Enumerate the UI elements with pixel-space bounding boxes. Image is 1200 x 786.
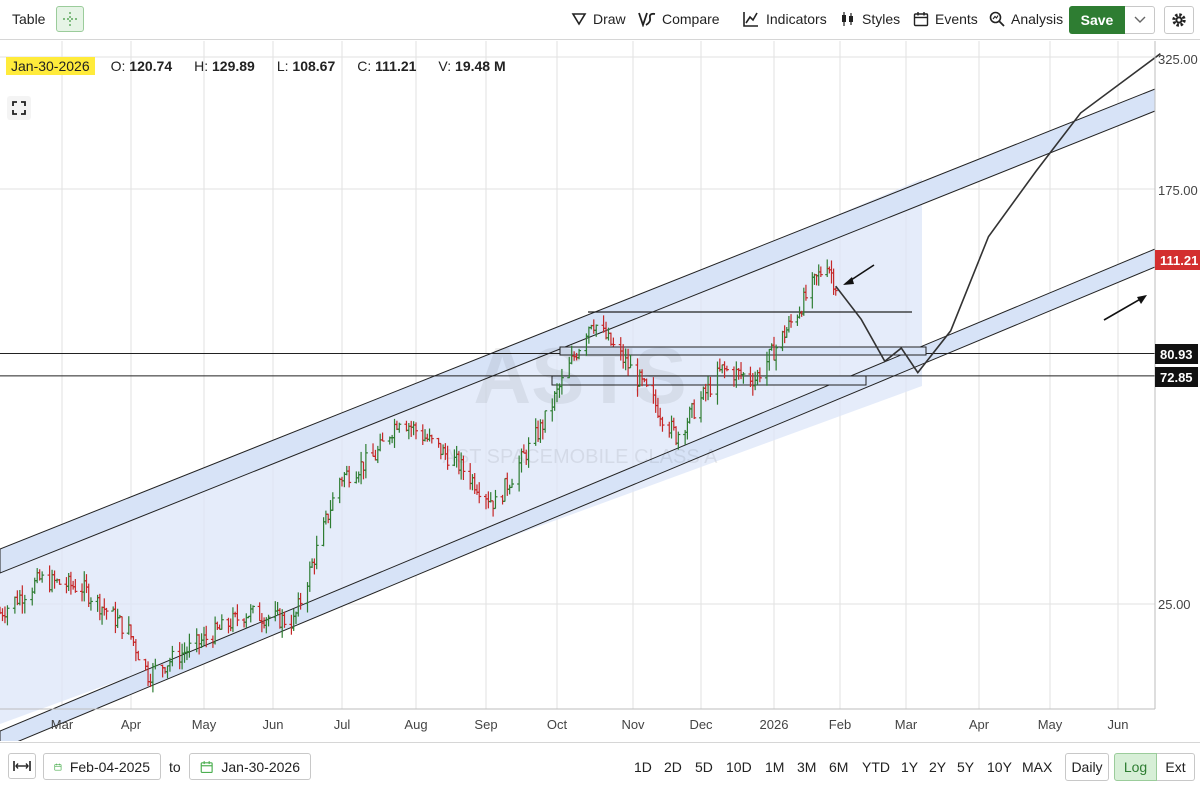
last-price-flag: 111.21 <box>1155 250 1200 270</box>
bottom-bar: Feb-04-2025 to Jan-30-2026 1D 2D 5D 10D … <box>0 742 1200 786</box>
indicators-button[interactable]: Indicators <box>742 8 827 30</box>
ohlc-date: Jan-30-2026 <box>6 57 95 75</box>
y-tick-label: 25.00 <box>1158 597 1191 612</box>
period-6m-button[interactable]: 6M <box>829 759 849 775</box>
x-tick-label: Mar <box>50 717 74 732</box>
x-tick-label: May <box>191 717 217 732</box>
from-date-value: Feb-04-2025 <box>69 758 150 775</box>
draw-button[interactable]: Draw <box>571 8 626 30</box>
ohlc-open: O: 120.74 <box>110 58 173 74</box>
x-tick-label: Jun <box>262 717 284 732</box>
chart-canvas[interactable]: ASTS AST SPACEMOBILE CLASS A <box>0 41 1200 741</box>
projection-path <box>835 53 1161 374</box>
y-tick-label: 175.00 <box>1158 183 1198 198</box>
period-1d-button[interactable]: 1D <box>634 759 652 775</box>
period-ytd-button[interactable]: YTD <box>862 759 890 775</box>
save-options-dropdown[interactable] <box>1125 6 1155 34</box>
chevron-down-icon <box>1134 16 1145 23</box>
y-tick-label: 325.00 <box>1158 52 1198 67</box>
period-3m-button[interactable]: 3M <box>797 759 817 775</box>
ohlc-low: L: 108.67 <box>276 58 336 74</box>
top-toolbar: Table Draw Compare Indicators <box>0 0 1200 40</box>
x-tick-label: Apr <box>968 717 990 732</box>
indicators-icon <box>743 12 758 27</box>
watermark-name: AST SPACEMOBILE CLASS A <box>443 446 719 468</box>
x-tick-label: Jul <box>333 717 351 732</box>
analysis-icon <box>989 11 1005 27</box>
save-button[interactable]: Save <box>1069 6 1125 34</box>
fit-range-button[interactable] <box>8 753 36 779</box>
calendar-icon <box>200 760 213 773</box>
period-5d-button[interactable]: 5D <box>695 759 713 775</box>
period-2y-button[interactable]: 2Y <box>929 759 947 775</box>
gear-icon <box>1172 13 1186 27</box>
ohlc-readout: Jan-30-2026 O: 120.74 H: 129.89 L: 108.6… <box>6 56 528 76</box>
period-max-button[interactable]: MAX <box>1022 759 1053 775</box>
x-tick-label: Feb <box>828 717 852 732</box>
period-1m-button[interactable]: 1M <box>765 759 785 775</box>
channel-shading <box>0 179 922 724</box>
fullscreen-button[interactable] <box>7 96 31 120</box>
x-tick-label: Jun <box>1107 717 1129 732</box>
period-10y-button[interactable]: 10Y <box>987 759 1012 775</box>
analysis-label: Analysis <box>1011 11 1064 27</box>
x-tick-label: Dec <box>689 717 713 732</box>
annotation-arrowhead <box>1137 295 1147 304</box>
calendar-icon <box>913 12 929 27</box>
compare-icon <box>638 12 656 27</box>
to-date-field[interactable]: Jan-30-2026 <box>189 753 311 780</box>
x-tick-label: Sep <box>474 717 498 732</box>
log-scale-toggle[interactable]: Log <box>1114 753 1157 781</box>
from-date-field[interactable]: Feb-04-2025 <box>43 753 161 780</box>
events-label: Events <box>935 11 978 27</box>
styles-label: Styles <box>862 11 901 27</box>
x-tick-label: Nov <box>621 717 645 732</box>
period-5y-button[interactable]: 5Y <box>957 759 975 775</box>
styles-button[interactable]: Styles <box>840 8 900 30</box>
calendar-icon <box>54 763 62 771</box>
events-button[interactable]: Events <box>913 8 978 30</box>
range-icon <box>13 761 31 771</box>
x-tick-label: Apr <box>120 717 142 732</box>
expand-icon <box>12 101 26 115</box>
interval-daily-button[interactable]: Daily <box>1065 753 1109 781</box>
ohlc-volume: V: 19.48 M <box>438 58 506 74</box>
indicators-label: Indicators <box>766 11 827 27</box>
period-10d-button[interactable]: 10D <box>726 759 752 775</box>
x-tick-label: Aug <box>404 717 428 732</box>
to-label: to <box>169 759 181 775</box>
annotation-arrowhead <box>843 277 854 285</box>
table-label: Table <box>12 11 46 27</box>
level-flag: 80.93 <box>1155 344 1198 364</box>
settings-button[interactable] <box>1164 6 1194 34</box>
table-toggle-button[interactable] <box>56 6 84 32</box>
compare-label: Compare <box>662 11 720 27</box>
annotation-arrow <box>1103 296 1145 321</box>
draw-icon <box>571 13 587 26</box>
price-chart[interactable]: ASTS AST SPACEMOBILE CLASS A Jan-30-2026 … <box>0 41 1200 741</box>
to-date-value: Jan-30-2026 <box>221 758 300 775</box>
x-tick-label: 2026 <box>759 717 789 732</box>
period-2d-button[interactable]: 2D <box>664 759 682 775</box>
extended-hours-toggle[interactable]: Ext <box>1157 753 1195 781</box>
x-tick-label: Mar <box>894 717 918 732</box>
ohlc-high: H: 129.89 <box>194 58 255 74</box>
support-zone-box <box>559 346 927 356</box>
draw-label: Draw <box>593 11 626 27</box>
compare-button[interactable]: Compare <box>638 8 720 30</box>
candlestick-icon <box>842 12 853 26</box>
level-flag: 72.85 <box>1155 367 1198 387</box>
ohlc-close: C: 111.21 <box>357 58 417 74</box>
x-tick-label: Oct <box>546 717 568 732</box>
period-1y-button[interactable]: 1Y <box>901 759 919 775</box>
x-tick-label: May <box>1037 717 1063 732</box>
watermark-symbol: ASTS <box>473 331 686 420</box>
analysis-button[interactable]: Analysis <box>989 8 1063 30</box>
crosshair-icon <box>63 12 77 26</box>
